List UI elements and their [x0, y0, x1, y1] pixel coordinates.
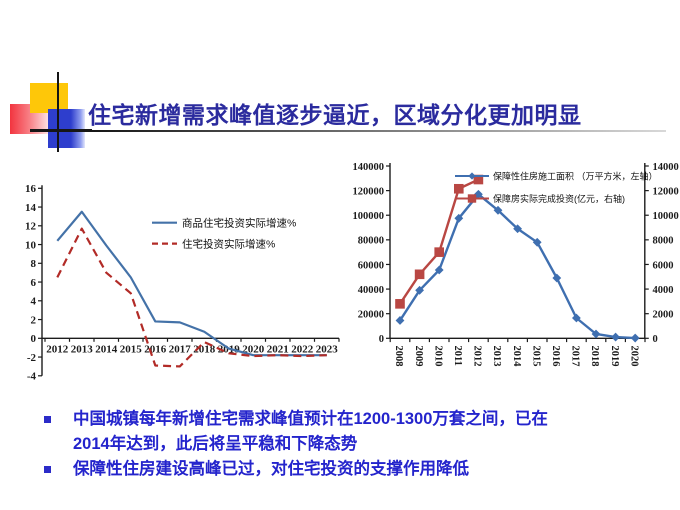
affordable-housing-combo-chart: 0 20000 40000 60000 80000 100000 120000 140000 0… — [353, 162, 679, 368]
square-bullet-icon — [44, 466, 51, 473]
svg-text:4000: 4000 — [653, 285, 674, 296]
svg-text:0: 0 — [31, 333, 37, 345]
bullet-text: 保障性住房建设高峰已过，对住宅投资的支撑作用降低 — [73, 460, 469, 478]
svg-text:2014: 2014 — [511, 346, 522, 368]
svg-text:120000: 120000 — [353, 186, 385, 197]
svg-text:保障房实际完成投资(亿元，右轴): 保障房实际完成投资(亿元，右轴) — [493, 193, 625, 204]
svg-text:2015: 2015 — [120, 343, 143, 355]
svg-text:2017: 2017 — [169, 343, 192, 355]
bullet-text: 中国城镇每年新增住宅需求峰值预计在1200-1300万套之间，已在2014年达到… — [73, 410, 548, 453]
svg-text:2010: 2010 — [432, 346, 443, 367]
svg-text:商品住宅投资实际增速%: 商品住宅投资实际增速% — [182, 217, 296, 230]
svg-text:2016: 2016 — [550, 346, 561, 367]
svg-text:6000: 6000 — [653, 260, 674, 271]
svg-text:2011: 2011 — [452, 346, 463, 366]
svg-text:-2: -2 — [27, 352, 37, 364]
svg-text:保障性住房施工面积 （万平方米，左轴）: 保障性住房施工面积 （万平方米，左轴） — [493, 170, 658, 181]
svg-text:0: 0 — [379, 334, 384, 345]
list-item: 中国城镇每年新增住宅需求峰值预计在1200-1300万套之间，已在2014年达到… — [44, 407, 559, 457]
svg-text:2013: 2013 — [71, 343, 94, 355]
svg-text:4: 4 — [31, 296, 37, 308]
svg-text:2020: 2020 — [242, 343, 265, 355]
svg-text:2019: 2019 — [609, 346, 620, 367]
svg-text:20000: 20000 — [358, 309, 384, 320]
title-underline — [30, 130, 666, 132]
svg-text:8: 8 — [31, 258, 37, 270]
svg-text:0: 0 — [653, 334, 658, 345]
bullet-list: 中国城镇每年新增住宅需求峰值预计在1200-1300万套之间，已在2014年达到… — [44, 407, 559, 482]
svg-text:2000: 2000 — [653, 309, 674, 320]
svg-text:8000: 8000 — [653, 236, 674, 247]
decoration-blue-square — [48, 109, 85, 148]
decoration-yellow-square — [30, 83, 68, 113]
svg-text:2017: 2017 — [570, 346, 581, 367]
svg-text:2016: 2016 — [144, 343, 167, 355]
svg-text:16: 16 — [25, 183, 37, 195]
slide-title: 住宅新增需求峰值逐步逼近，区域分化更加明显 — [88, 103, 582, 128]
svg-text:12: 12 — [25, 221, 37, 233]
svg-text:140000: 140000 — [353, 162, 385, 173]
svg-text:-4: -4 — [27, 371, 37, 383]
svg-text:2018: 2018 — [589, 346, 600, 367]
housing-investment-growth-line-chart: -4 -2 0 2 4 6 8 10 12 14 16 2012 2013 2014 2015 2016 201… — [25, 183, 340, 383]
svg-text:14000: 14000 — [653, 162, 679, 173]
svg-text:2021: 2021 — [267, 343, 289, 355]
svg-text:住宅投资实际增速%: 住宅投资实际增速% — [182, 237, 275, 250]
decoration-horizontal-bar — [30, 129, 92, 132]
svg-text:6: 6 — [31, 277, 37, 289]
svg-text:2015: 2015 — [530, 346, 541, 367]
svg-text:2014: 2014 — [95, 343, 118, 355]
svg-text:80000: 80000 — [358, 236, 384, 247]
svg-text:100000: 100000 — [353, 211, 385, 222]
svg-text:12000: 12000 — [653, 186, 679, 197]
svg-text:2012: 2012 — [46, 343, 69, 355]
square-bullet-icon — [44, 416, 51, 423]
svg-text:10000: 10000 — [653, 211, 679, 222]
svg-text:2020: 2020 — [628, 346, 639, 367]
svg-text:2: 2 — [31, 314, 37, 326]
svg-text:2013: 2013 — [491, 346, 502, 367]
svg-text:2023: 2023 — [316, 343, 339, 355]
decoration-vertical-line — [57, 72, 59, 152]
svg-text:40000: 40000 — [358, 285, 384, 296]
svg-text:14: 14 — [25, 202, 37, 214]
svg-text:2009: 2009 — [413, 346, 424, 367]
svg-text:2012: 2012 — [472, 346, 483, 367]
svg-text:60000: 60000 — [358, 260, 384, 271]
list-item: 保障性住房建设高峰已过，对住宅投资的支撑作用降低 — [44, 457, 559, 482]
svg-text:2022: 2022 — [291, 343, 314, 355]
svg-text:2008: 2008 — [393, 346, 404, 367]
svg-text:10: 10 — [25, 239, 37, 251]
